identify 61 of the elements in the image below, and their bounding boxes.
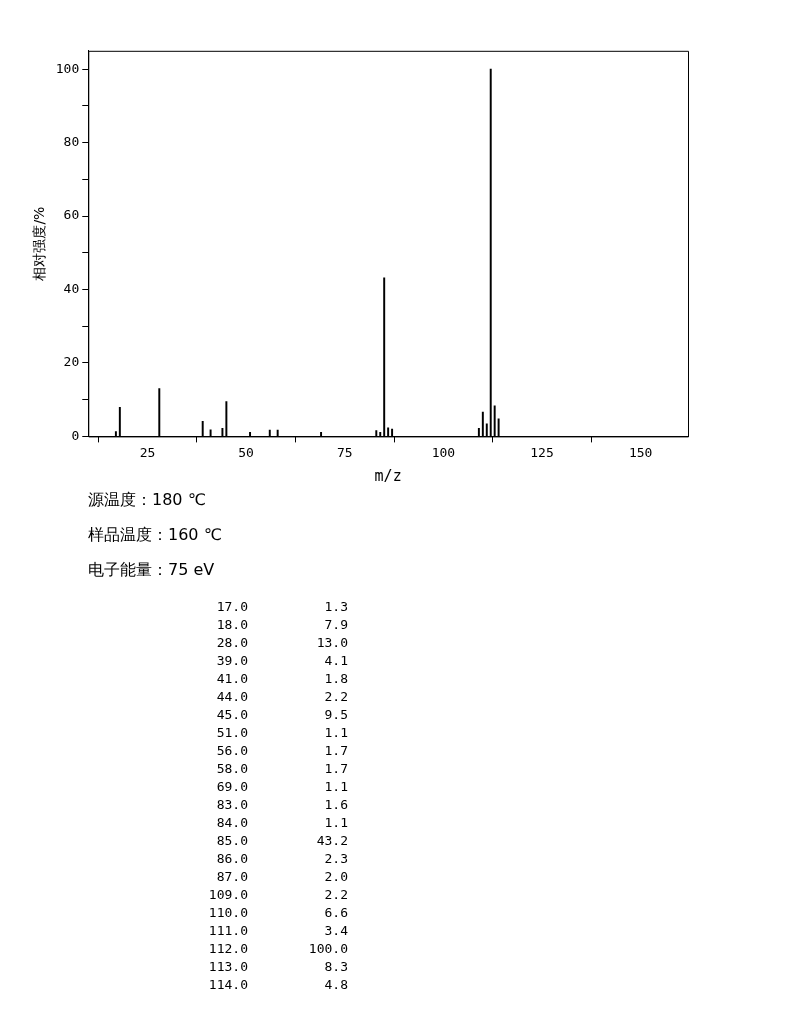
category-label: 87.0 (215, 867, 248, 885)
category-label: 45.0 (215, 705, 248, 723)
category-label: 110.0 (207, 903, 248, 921)
category-label: 114.0 (207, 975, 248, 993)
text: 4.1 (324, 652, 348, 668)
text: 1.1 (324, 724, 348, 740)
x-axis-title: m/z (374, 466, 402, 485)
category-label: 28.0 (215, 633, 248, 651)
category-label: 111.0 (207, 921, 248, 939)
y-tick-label: 60 (63, 207, 80, 223)
text: 样品温度：160 ℃ (88, 525, 223, 546)
text: 100.0 (308, 940, 348, 956)
text: 9.5 (324, 706, 348, 722)
category-label: 41.0 (215, 669, 248, 687)
category-label: 83.0 (215, 795, 248, 813)
category-label: 109.0 (207, 885, 248, 903)
text: 1.6 (324, 796, 348, 812)
category-label: 18.0 (215, 615, 248, 633)
category-label: 51.0 (215, 723, 248, 741)
x-tick-label: 75 (336, 444, 353, 460)
category-label: 86.0 (215, 849, 248, 867)
text: 1.7 (324, 760, 348, 776)
text: 4.8 (324, 976, 348, 992)
y-tick-label: 100 (55, 60, 80, 76)
y-tick-label: 20 (63, 354, 80, 370)
text: 1.8 (324, 670, 348, 686)
category-label: 85.0 (215, 831, 248, 849)
text: 1.1 (324, 778, 348, 794)
category-label: 39.0 (215, 651, 248, 669)
category-label: 113.0 (207, 957, 248, 975)
category-label: 58.0 (215, 759, 248, 777)
x-tick-label: 50 (238, 444, 254, 460)
text: 2.2 (324, 688, 348, 704)
text: 源温度：180 ℃ (88, 490, 207, 511)
x-tick-label: 150 (628, 444, 653, 460)
text: 3.4 (324, 922, 348, 938)
category-label: 44.0 (215, 687, 248, 705)
category-label: 69.0 (215, 777, 248, 795)
text: 7.9 (324, 616, 348, 632)
text: 8.3 (324, 958, 348, 974)
text: 电子能量：75 eV (88, 560, 216, 581)
text: 43.2 (316, 832, 348, 848)
category-label: 56.0 (215, 741, 248, 759)
text: 2.0 (324, 868, 348, 884)
text: 2.2 (324, 886, 348, 902)
y-axis-title: 相对强度/% (31, 206, 48, 281)
text: 6.6 (324, 904, 348, 920)
x-tick-label: 100 (431, 444, 456, 460)
x-tick-label: 125 (530, 444, 554, 460)
text: 1.1 (324, 814, 348, 830)
text: 13.0 (316, 634, 348, 650)
category-label: 17.0 (215, 597, 248, 615)
y-tick-label: 40 (63, 280, 80, 296)
category-label: 112.0 (207, 939, 248, 957)
category-label: 84.0 (215, 813, 248, 831)
text: 1.3 (324, 598, 348, 614)
text: 2.3 (324, 850, 348, 866)
y-tick-label: 80 (63, 133, 80, 149)
text: 1.7 (324, 742, 348, 758)
x-tick-label: 25 (139, 444, 156, 460)
y-tick-label: 0 (71, 427, 80, 443)
